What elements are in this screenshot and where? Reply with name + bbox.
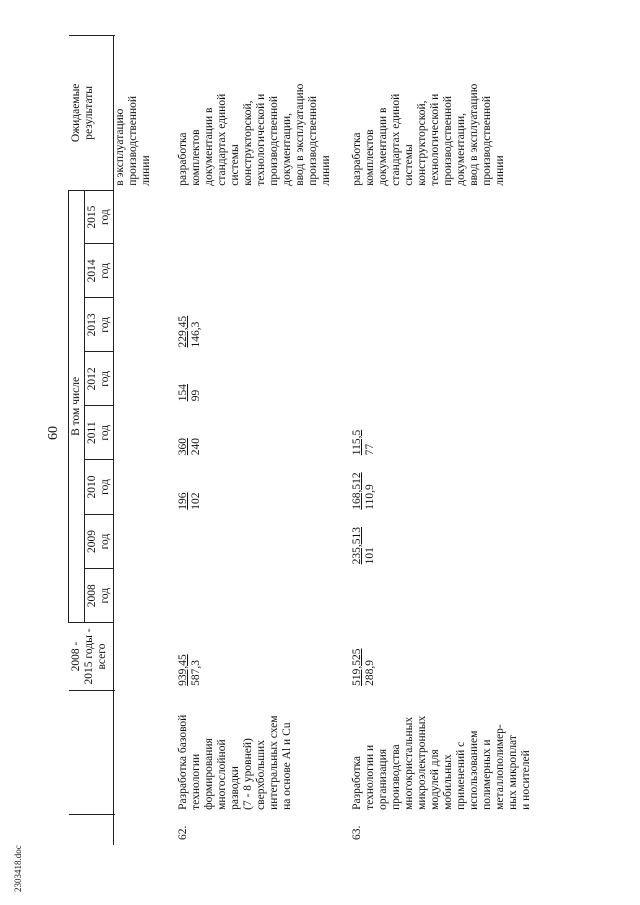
header-year-2012: 2012 год (84, 351, 114, 406)
value-2014 (335, 244, 535, 298)
value-2014 (155, 244, 335, 298)
table-row: 62. Разработка базовой технологии формир… (155, 36, 335, 845)
header-empty-name (68, 690, 114, 815)
value-2009: 235,513 101 (351, 526, 376, 565)
value-2009 (155, 514, 335, 569)
header-year-2013: 2013 год (84, 297, 114, 352)
footer-file-name: 2303418.doc (13, 845, 23, 892)
value-2012 (335, 352, 535, 406)
row-name: Разработка базовой технологии формирован… (177, 714, 293, 810)
value-2010: 196 102 (177, 492, 202, 510)
row-name: Разработка технологии и организация прои… (351, 715, 532, 810)
header-year-2010: 2010 год (84, 459, 114, 515)
value-2013 (335, 298, 535, 352)
header-year-2009: 2009 год (84, 514, 114, 569)
row-number: 62. (177, 825, 189, 840)
header-total: 2008 - 2015 годы - всего (68, 622, 114, 691)
header-year-2008: 2008 год (84, 568, 114, 623)
rotated-table-page: 2008 - 2015 годы - всего В том числе Ожи… (68, 35, 538, 845)
value-2015 (335, 190, 535, 244)
continuation-row: в эксплуатацию производственной линии (114, 36, 156, 845)
row-result: разработка комплектов документации в ста… (351, 83, 506, 186)
value-2011: 115,5 77 (351, 429, 376, 456)
header-empty-num (68, 814, 114, 845)
header-year-2011: 2011 год (84, 405, 114, 460)
row-number: 63. (351, 825, 363, 840)
header-in-that-number: В том числе (68, 190, 85, 623)
value-2010: 168,512 110,9 (351, 472, 376, 510)
page-number: 60 (46, 426, 61, 440)
row-total: 519,525 288,9 (351, 648, 376, 686)
value-2012: 154 99 (177, 383, 202, 402)
value-2008 (155, 569, 335, 623)
value-2008 (335, 569, 535, 623)
header-year-2015: 2015 год (84, 190, 114, 244)
row-total: 939,45 587,3 (177, 654, 202, 686)
row-result: разработка комплектов документации в ста… (177, 83, 332, 186)
value-2013: 229,45 146,3 (177, 315, 202, 348)
header-year-2014: 2014 год (84, 243, 114, 298)
continuation-result: в эксплуатацию производственной линии (114, 95, 152, 186)
value-2011: 360 240 (177, 437, 202, 456)
header-results: Ожидаемые результаты (68, 35, 114, 191)
value-2015 (155, 190, 335, 244)
table-row: 63. Разработка технологии и организация … (335, 36, 535, 845)
program-table: 2008 - 2015 годы - всего В том числе Ожи… (68, 35, 535, 845)
